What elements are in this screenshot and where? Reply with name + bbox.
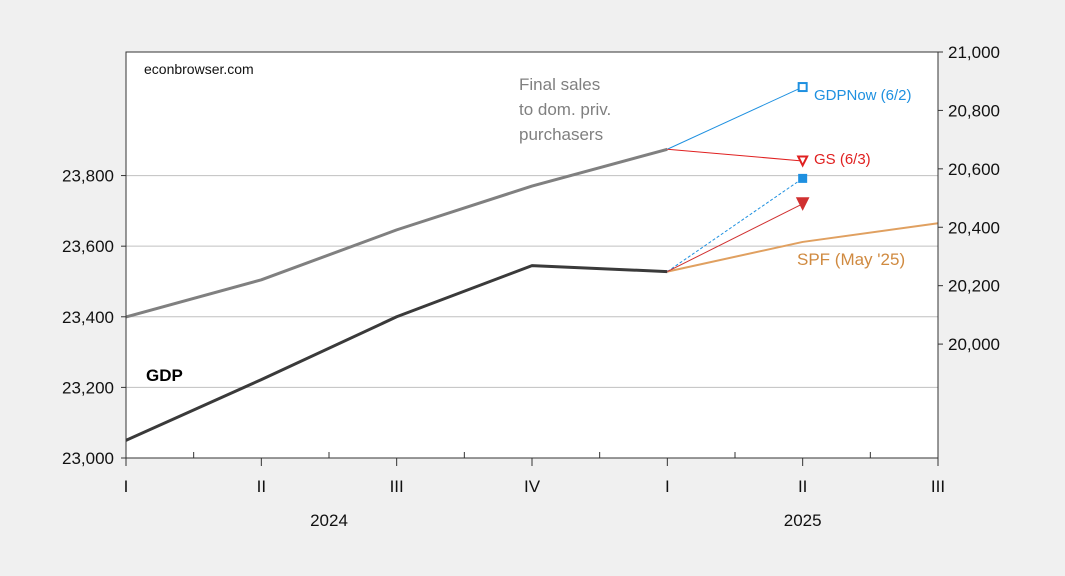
forecast-marker-gs-6-3 [796, 155, 809, 168]
annotation-final-sales-line: to dom. priv. [519, 100, 611, 119]
source-label: econbrowser.com [144, 61, 254, 77]
right-tick-label: 20,000 [948, 335, 1000, 354]
x-tick-label: III [931, 477, 945, 496]
forecast-line-gs-gdp [667, 203, 803, 273]
x-tick-label: I [124, 477, 129, 496]
plot-area [126, 52, 938, 458]
forecast-marker-gdpnow-gdp [798, 173, 808, 183]
annotation-gdpnow: GDPNow (6/2) [814, 87, 912, 104]
series-layer [125, 82, 939, 442]
annotation-gs: GS (6/3) [814, 151, 871, 168]
forecast-line-gdpnow-6-2 [667, 86, 803, 150]
left-tick-label: 23,200 [62, 378, 114, 397]
gridlines [126, 175, 938, 388]
year-label-2025: 2025 [784, 511, 822, 530]
x-tick-label: II [798, 477, 807, 496]
forecast-line-gdpnow-gdp [667, 177, 803, 273]
series-line-final-sales-to-dom-priv-purchasers [125, 147, 668, 319]
x-tick-label: III [390, 477, 404, 496]
series-line-spf-may-25 [667, 222, 939, 273]
right-tick-label: 20,400 [948, 218, 1000, 237]
right-tick-label: 21,000 [948, 43, 1000, 62]
left-tick-label: 23,000 [62, 449, 114, 468]
axes-layer: 23,000 23,200 23,400 23,600 23,800 20,000 20,2… [62, 43, 1000, 530]
annotation-final-sales-line: purchasers [519, 125, 603, 144]
x-tick-label: IV [524, 477, 541, 496]
annotation-final-sales-line: Final sales [519, 75, 600, 94]
left-tick-label: 23,400 [62, 308, 114, 327]
x-tick-label: I [665, 477, 670, 496]
year-label-2024: 2024 [310, 511, 348, 530]
labels-layer: econbrowser.com Final sales to dom. priv. p… [144, 61, 912, 385]
annotation-spf: SPF (May '25) [797, 250, 905, 269]
right-tick-label: 20,800 [948, 101, 1000, 120]
x-tick-label: II [257, 477, 266, 496]
left-tick-label: 23,800 [62, 167, 114, 186]
forecast-marker-gdpnow-6-2 [797, 82, 808, 93]
forecast-marker-gs-gdp [795, 197, 810, 211]
left-tick-label: 23,600 [62, 237, 114, 256]
right-tick-label: 20,600 [948, 160, 1000, 179]
forecast-line-gs-6-3 [667, 148, 803, 162]
annotation-gdp: GDP [146, 366, 183, 385]
right-tick-label: 20,200 [948, 277, 1000, 296]
series-line-gdp [125, 264, 668, 442]
